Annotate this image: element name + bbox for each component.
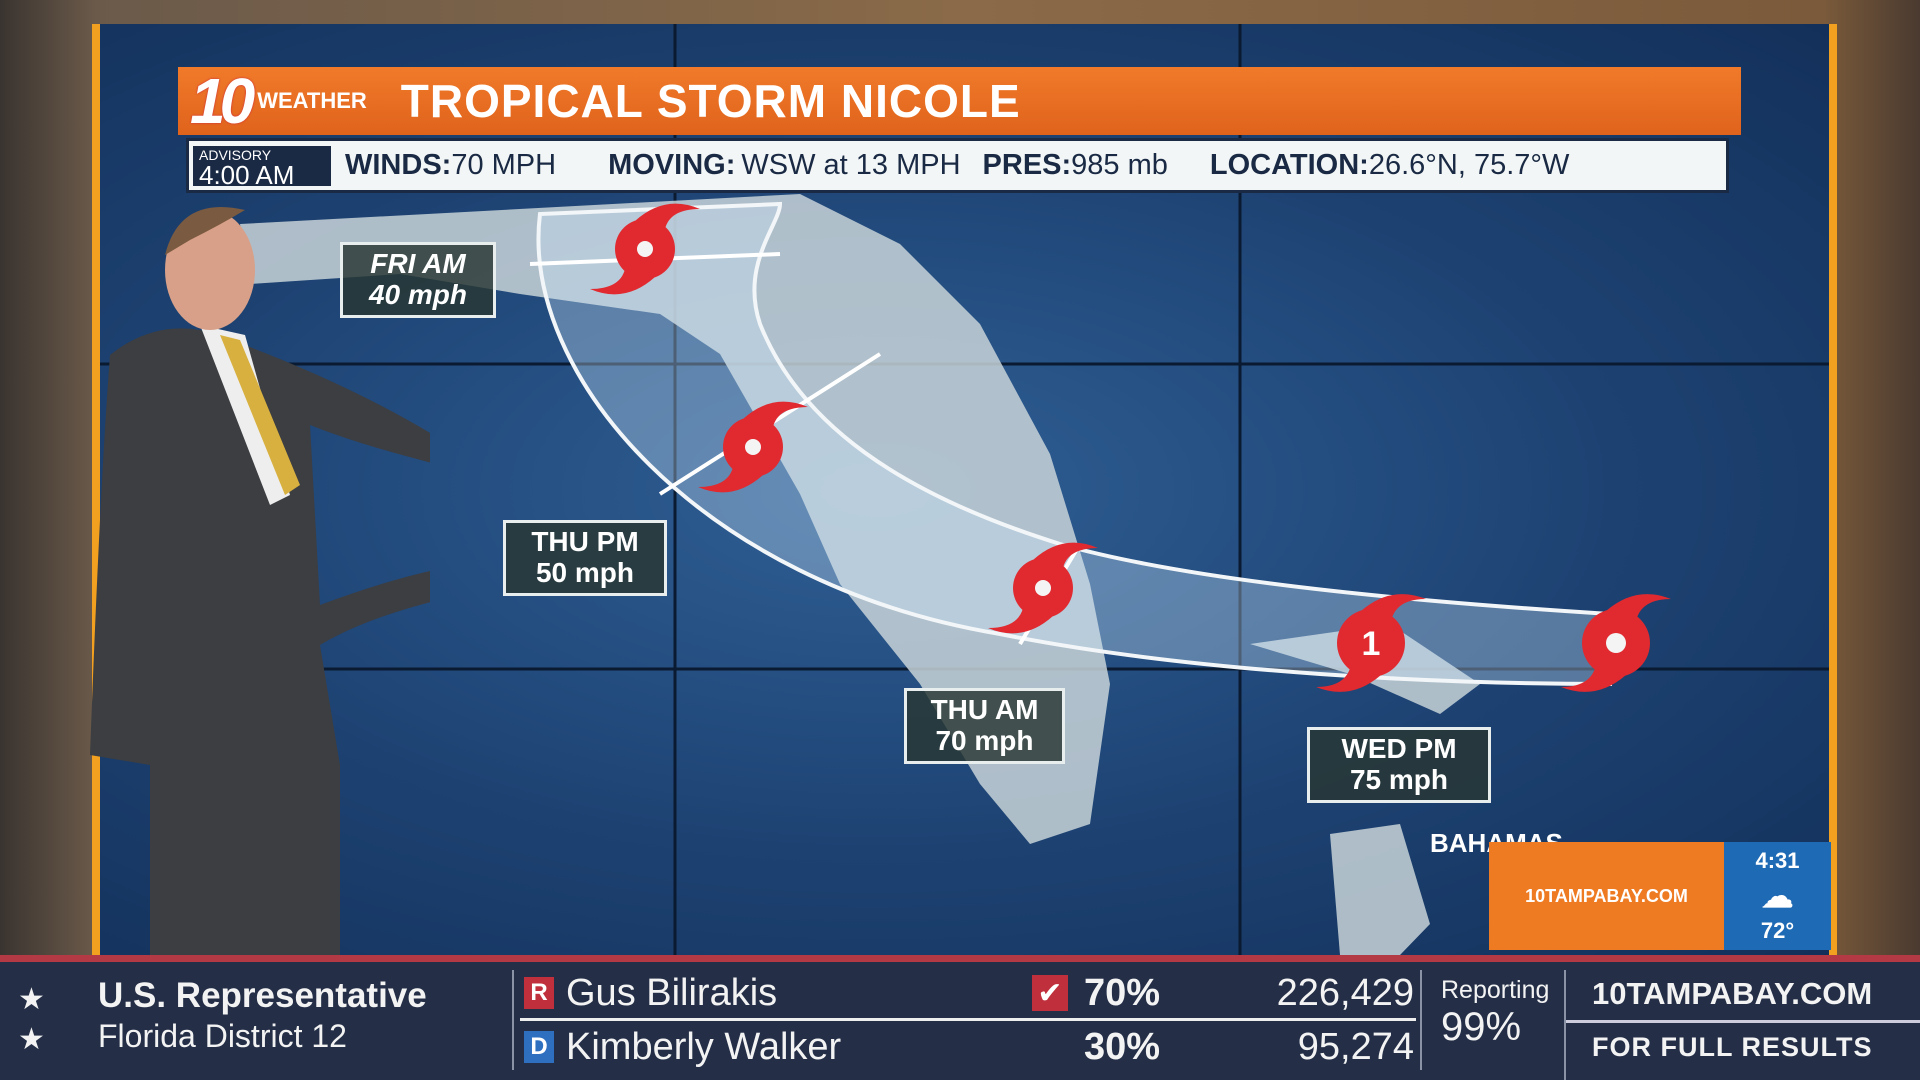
current-temp: 72° bbox=[1760, 918, 1795, 943]
tropical-storm-icon bbox=[590, 203, 700, 295]
meteorologist-presenter bbox=[90, 207, 430, 960]
station-bug: 10TAMPABAY.COM 4:31 ☁ 72° bbox=[1489, 842, 1831, 950]
party-badge-r: R bbox=[524, 977, 554, 1009]
storm-title: TROPICAL STORM NICOLE bbox=[400, 75, 1021, 127]
tropical-storm-icon bbox=[988, 542, 1098, 634]
svg-text:1: 1 bbox=[1362, 625, 1381, 663]
election-results-lower-third: ★ ★ U.S. Representative Florida District 1… bbox=[0, 955, 1920, 1080]
storm-title-bar: 10 WEATHER TROPICAL STORM NICOLE bbox=[178, 65, 1741, 137]
advisory-info-bar: ADVISORY 4:00 AM WINDS: 70 MPH MOVING: WSW … bbox=[186, 138, 1729, 193]
pressure-label: PRES: bbox=[982, 149, 1072, 181]
winds-label: WINDS: bbox=[345, 149, 452, 181]
location-value: 26.6°N, 75.7°W bbox=[1368, 149, 1570, 181]
star-icons: ★ ★ bbox=[18, 983, 45, 1056]
cloud-icon: ☁ bbox=[1761, 878, 1794, 914]
winner-check-icon: ✔ bbox=[1032, 975, 1068, 1011]
10-weather-logo: 10 WEATHER bbox=[190, 65, 367, 137]
forecast-label-fri-am: FRI AM 40 mph bbox=[340, 242, 496, 318]
bug-site: 10TAMPABAY.COM bbox=[1489, 842, 1724, 950]
location-label: LOCATION: bbox=[1209, 149, 1369, 181]
forecast-label-thu-am: THU AM 70 mph bbox=[904, 688, 1065, 764]
race-title: U.S. Representative Florida District 12 bbox=[98, 976, 427, 1054]
time-temp-box: 4:31 ☁ 72° bbox=[1724, 842, 1831, 950]
moving-value: WSW at 13 MPH bbox=[741, 149, 961, 181]
pressure-value: 985 mb bbox=[1071, 149, 1168, 181]
winds-value: 70 MPH bbox=[451, 149, 557, 181]
moving-label: MOVING: bbox=[608, 149, 736, 181]
forecast-label-wed-pm: WED PM 75 mph bbox=[1307, 727, 1491, 803]
current-storm-icon bbox=[1561, 594, 1671, 692]
advisory-time-box: ADVISORY 4:00 AM bbox=[193, 145, 331, 188]
reporting: Reporting 99% bbox=[1441, 976, 1550, 1049]
current-time: 4:31 bbox=[1755, 848, 1800, 873]
party-badge-d: D bbox=[524, 1031, 554, 1063]
results-site: 10TAMPABAY.COM bbox=[1592, 976, 1873, 1011]
hurricane-category-1-icon: 1 bbox=[1311, 583, 1431, 703]
candidate-row: D Kimberly Walker 30% 95,274 bbox=[524, 1024, 1414, 1070]
bahamas-landmass bbox=[1330, 824, 1430, 955]
florida-landmass bbox=[240, 194, 1110, 844]
tropical-storm-icon bbox=[698, 401, 808, 493]
results-site-subtitle: FOR FULL RESULTS bbox=[1592, 1032, 1873, 1062]
forecast-label-thu-pm: THU PM 50 mph bbox=[503, 520, 667, 596]
candidate-row: R Gus Bilirakis ✔ 70% 226,429 bbox=[524, 970, 1414, 1016]
forecast-cone bbox=[536, 201, 1612, 687]
